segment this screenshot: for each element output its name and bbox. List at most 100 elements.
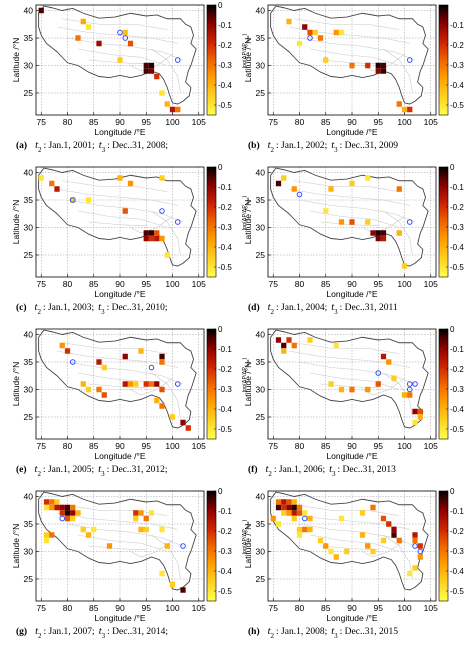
colorbar-label-main: log(ΔP/ΔP (242, 367, 248, 393)
heat-cell (185, 425, 191, 431)
heat-cell (275, 180, 282, 187)
y-tick-label: 25 (24, 574, 34, 584)
x-tick-label: 100 (397, 279, 411, 289)
caption-t3-text: : Dec..31, 2009 (340, 141, 399, 151)
heat-cell (75, 510, 81, 516)
panel-caption: (d) t2: Jan.1, 2004; t3: Dec..31, 2011 (248, 302, 398, 316)
heat-cell (317, 537, 324, 544)
plateau-boundary (270, 167, 429, 267)
plateau-boundary (38, 329, 197, 429)
y-tick-label: 40 (256, 492, 266, 502)
fault-line (56, 512, 178, 530)
heat-cell (391, 532, 397, 538)
heat-cell (148, 381, 155, 387)
x-tick-label: 95 (142, 117, 152, 127)
fault-line (88, 545, 147, 551)
heat-cell (365, 543, 371, 549)
x-axis-label: Longitude /°E (326, 289, 377, 299)
fault-line (130, 378, 173, 396)
heat-cell (154, 381, 160, 387)
fault-line (309, 48, 400, 66)
fault-line (77, 534, 168, 552)
y-tick-label: 25 (24, 88, 34, 98)
heat-cell (148, 62, 155, 69)
fault-line (67, 199, 184, 223)
caption-t2-symbol: t (268, 302, 272, 313)
heat-cell (85, 24, 92, 30)
caption-t2-sub: 2 (271, 146, 275, 154)
caption-t2-text: : Jan.1, 2001; (44, 141, 95, 151)
heat-cell (302, 510, 308, 516)
heat-cell (359, 510, 366, 516)
x-tick-label: 105 (192, 441, 206, 451)
heat-cell (375, 230, 381, 236)
heat-cell (164, 543, 170, 549)
heat-cell (323, 208, 329, 214)
colorbar-tick-label: 0 (450, 163, 455, 172)
heat-cell (49, 499, 55, 505)
y-axis-label: Latitude /°N (243, 38, 253, 83)
x-tick-label: 105 (424, 603, 438, 613)
y-tick-label: 40 (256, 330, 266, 340)
fault-line (151, 48, 181, 94)
y-tick-label: 35 (256, 519, 266, 529)
x-tick-label: 75 (37, 279, 47, 289)
colorbar-tick-label: -0.5 (218, 263, 232, 272)
colorbar-tick-label: -0.5 (450, 263, 464, 272)
heat-cell (164, 252, 170, 258)
heat-cell (380, 353, 387, 360)
heat-cell (286, 499, 292, 505)
colorbar-tick-label: -0.2 (218, 527, 232, 536)
heat-cell (375, 381, 381, 387)
heat-cell (122, 381, 128, 387)
colorbar-tick-label: -0.4 (450, 81, 464, 90)
x-tick-label: 75 (37, 441, 47, 451)
heat-cell (375, 62, 381, 69)
colorbar-label: log(ΔP/ΔPmax) (242, 33, 250, 68)
heat-cell (64, 515, 71, 522)
heat-cell (281, 175, 287, 181)
colorbar-tick-label: -0.2 (218, 365, 232, 374)
heat-cell (417, 414, 423, 420)
colorbar-tick-label: -0.5 (450, 425, 464, 434)
heat-cell (291, 510, 297, 516)
heat-cell (370, 504, 376, 511)
heat-cell (375, 235, 381, 242)
heat-cell (365, 175, 371, 181)
plateau-boundary (270, 491, 429, 591)
heat-cell (38, 7, 44, 14)
colorbar-tick-label: -0.1 (450, 183, 464, 192)
heat-cell (180, 587, 186, 593)
colorbar-tick-label: -0.2 (218, 41, 232, 50)
station-marker (159, 208, 165, 214)
heat-cell (323, 57, 329, 63)
x-tick-label: 85 (89, 441, 99, 451)
heat-cell (333, 342, 339, 349)
heat-cell (175, 106, 181, 113)
heat-cell (417, 554, 423, 560)
heat-cell (159, 353, 165, 360)
caption-letter: (d) (248, 302, 260, 313)
colorbar-tick-label: 0 (218, 325, 223, 334)
station-marker (174, 381, 181, 387)
caption-t3-symbol: t (331, 140, 335, 151)
y-tick-label: 40 (256, 6, 266, 16)
heat-cell (296, 40, 303, 47)
colorbar-label-end: ) (242, 33, 248, 35)
heat-cell (396, 230, 402, 236)
heat-cell (349, 62, 355, 69)
heat-cell (138, 510, 144, 516)
heat-cell (296, 526, 303, 533)
colorbar-tick-label: -0.4 (218, 81, 232, 90)
heat-cell (154, 397, 160, 404)
caption-t2-symbol: t (35, 626, 39, 637)
heat-cell (396, 101, 402, 107)
heat-cell (412, 419, 418, 426)
x-tick-label: 100 (165, 603, 179, 613)
heat-cell (338, 515, 345, 522)
colorbar-tick-label: -0.1 (450, 345, 464, 354)
colorbar-tick-label: -0.4 (450, 243, 464, 252)
